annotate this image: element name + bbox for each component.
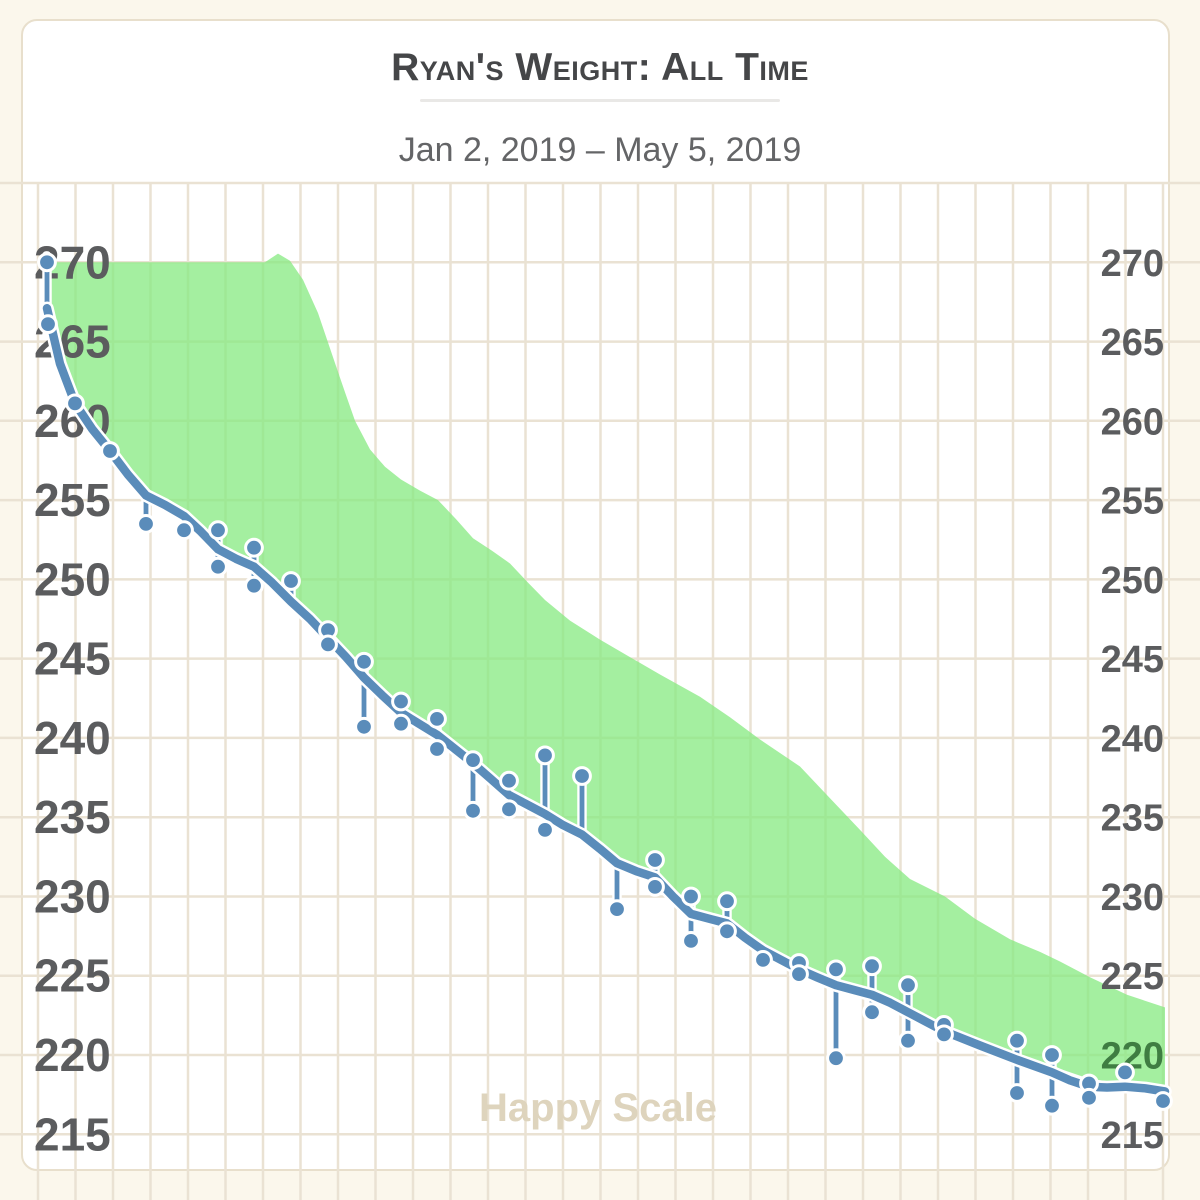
weigh-in-points <box>37 252 1173 1116</box>
y-tick-label-right: 260 <box>1101 401 1164 443</box>
data-point <box>38 314 58 335</box>
data-point <box>862 1002 882 1023</box>
y-tick-label-right: 255 <box>1101 481 1164 523</box>
y-tick-label-right: 270 <box>1101 243 1164 285</box>
y-tick-label-right: 265 <box>1101 322 1164 364</box>
data-point <box>607 899 627 919</box>
data-point <box>354 716 374 737</box>
y-tick-label-left: 245 <box>34 633 111 685</box>
data-point <box>208 520 228 541</box>
y-tick-label-left: 240 <box>34 712 111 764</box>
data-point <box>826 1048 846 1069</box>
watermark: Happy Scale <box>479 1086 717 1130</box>
data-point <box>862 956 882 977</box>
data-point <box>681 886 701 907</box>
y-tick-label-right: 235 <box>1101 798 1164 840</box>
data-point <box>174 520 194 541</box>
data-point <box>535 820 555 840</box>
data-point <box>499 799 519 820</box>
data-point <box>1153 1091 1173 1111</box>
data-point <box>281 571 301 591</box>
data-point <box>572 766 592 786</box>
data-point <box>427 739 447 759</box>
data-point <box>244 575 264 596</box>
data-point <box>826 959 846 980</box>
projection-band <box>47 253 1165 1086</box>
y-tick-label-left: 215 <box>34 1108 111 1160</box>
data-point <box>427 709 447 729</box>
data-point <box>463 750 483 770</box>
data-point <box>535 745 555 766</box>
y-tick-label-right: 240 <box>1101 718 1164 760</box>
data-point <box>645 877 665 897</box>
y-tick-label-right: 215 <box>1101 1115 1164 1157</box>
y-tick-label-left: 235 <box>34 791 111 843</box>
data-point <box>1079 1087 1099 1108</box>
data-point <box>136 514 156 534</box>
date-range-subtitle: Jan 2, 2019 – May 5, 2019 <box>398 131 802 169</box>
data-point <box>354 651 374 672</box>
y-tick-label-left: 255 <box>34 474 111 526</box>
data-point <box>318 634 338 655</box>
y-tick-label-right: 230 <box>1101 877 1164 919</box>
page-title: Ryan's Weight: All Time <box>391 46 809 89</box>
data-point <box>208 556 228 577</box>
data-point <box>499 770 519 791</box>
data-point <box>1007 1083 1027 1103</box>
data-point <box>1115 1062 1135 1083</box>
data-point <box>1042 1095 1062 1116</box>
data-point <box>645 850 665 870</box>
y-tick-label-right: 245 <box>1101 639 1164 681</box>
data-point <box>100 441 120 461</box>
data-point <box>717 891 737 912</box>
y-tick-label-left: 220 <box>34 1029 111 1081</box>
data-point <box>753 950 773 970</box>
data-point <box>463 800 483 821</box>
y-tick-label-left: 250 <box>34 553 111 605</box>
trend-line <box>42 304 1170 1096</box>
data-point <box>244 537 264 558</box>
data-point <box>789 964 809 984</box>
data-point <box>1007 1030 1027 1051</box>
data-point <box>717 921 737 942</box>
y-tick-label-right: 225 <box>1101 956 1164 998</box>
title-underline <box>420 99 780 102</box>
data-point <box>391 713 411 734</box>
data-point <box>898 1030 918 1051</box>
data-point <box>934 1024 954 1045</box>
data-point <box>898 975 918 996</box>
data-point <box>65 393 85 414</box>
data-point <box>37 252 57 273</box>
y-tick-label-right: 250 <box>1101 560 1164 602</box>
y-tick-label-left: 225 <box>34 950 111 1002</box>
y-tick-label-left: 230 <box>34 871 111 923</box>
data-point <box>391 691 411 712</box>
data-point <box>1042 1045 1062 1065</box>
data-point <box>681 931 701 951</box>
